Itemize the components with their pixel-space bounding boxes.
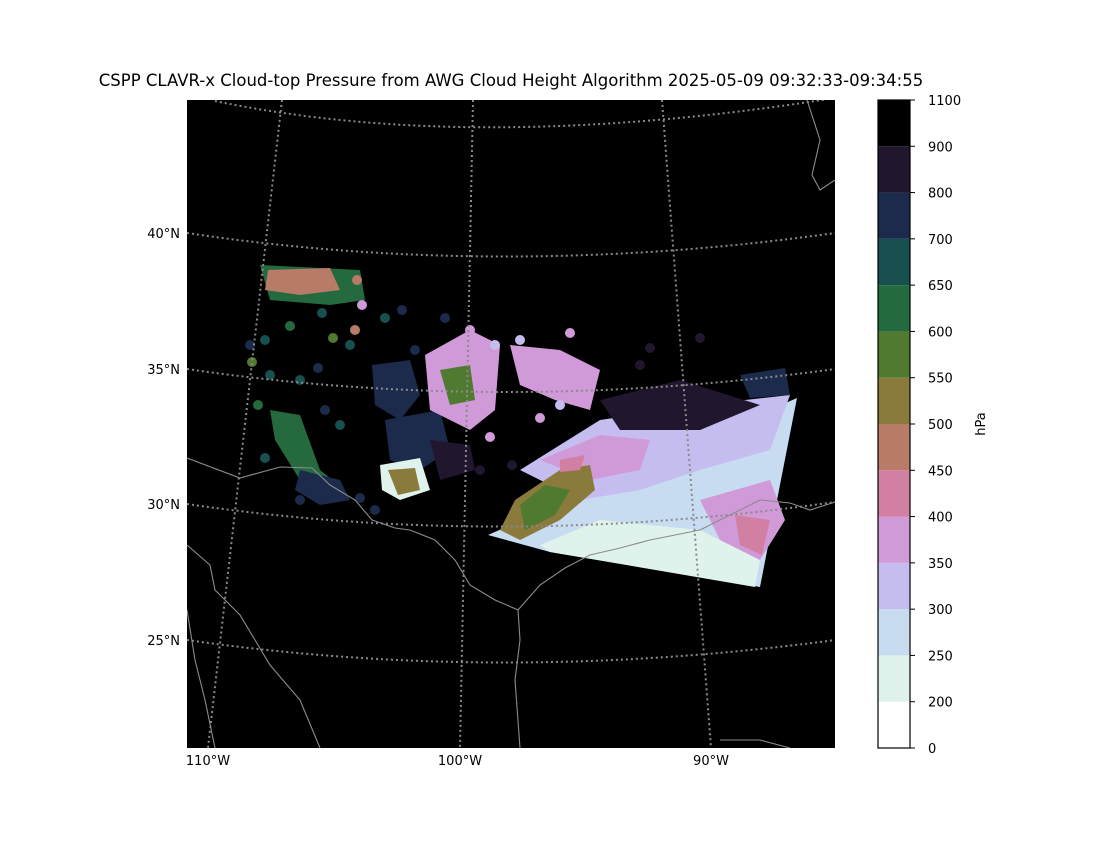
- lat-label: 40°N: [147, 227, 180, 242]
- colorbar-segment: [878, 146, 910, 193]
- cloud-dots: [245, 275, 705, 515]
- colorbar-tick-label: 300: [928, 603, 953, 618]
- cloud-dot: [295, 495, 305, 505]
- colorbar-segment: [878, 701, 910, 748]
- colorbar-segment: [878, 470, 910, 517]
- colorbar-tick-label: 900: [928, 140, 953, 155]
- cloud-dot: [380, 313, 390, 323]
- lat-label: 25°N: [147, 634, 180, 649]
- cloud-dot: [355, 493, 365, 503]
- cloud-dot: [320, 405, 330, 415]
- colorbar-label: hPa: [974, 412, 989, 435]
- cloud-dot: [370, 505, 380, 515]
- cloud-dot: [247, 357, 257, 367]
- colorbar-tick-label: 250: [928, 649, 953, 664]
- colorbar-segment: [878, 424, 910, 471]
- colorbar-segment: [878, 285, 910, 332]
- colorbar-tick-label: 0: [928, 742, 936, 757]
- colorbar-segment: [878, 377, 910, 424]
- colorbar-segment: [878, 655, 910, 702]
- coastlines: [187, 100, 835, 748]
- lon-label: 110°W: [186, 754, 230, 769]
- map-title: CSPP CLAVR-x Cloud-top Pressure from AWG…: [99, 71, 923, 90]
- cloud-dot: [260, 453, 270, 463]
- cloud-dot: [357, 300, 367, 310]
- graticule: [187, 100, 835, 748]
- cloud-dot: [335, 420, 345, 430]
- cloud-dot: [345, 340, 355, 350]
- cloud-dot: [465, 325, 475, 335]
- cloud-dot: [440, 313, 450, 323]
- colorbar-tick-label: 450: [928, 464, 953, 479]
- cloud-dot: [485, 432, 495, 442]
- cloud-dot: [260, 335, 270, 345]
- cloud-dot: [490, 340, 500, 350]
- cloud-dot: [328, 333, 338, 343]
- colorbar-tick-label: 600: [928, 325, 953, 340]
- colorbar: hPa 0 200 250 300 350 400 450 500 550 600 650 700 80…: [877, 94, 989, 757]
- lat-label: 30°N: [147, 498, 180, 513]
- colorbar-tick-label: 1100: [928, 94, 961, 109]
- colorbar-tick-label: 400: [928, 511, 953, 526]
- clouds: [260, 265, 797, 587]
- colorbar-segment: [878, 238, 910, 286]
- cloud-dot: [265, 370, 275, 380]
- lat-label: 35°N: [147, 363, 180, 378]
- cloud-dot: [245, 340, 255, 350]
- cloud-dot: [565, 328, 575, 338]
- cloud-dot: [645, 343, 655, 353]
- lon-label: 90°W: [693, 754, 729, 769]
- colorbar-tick-label: 800: [928, 187, 953, 202]
- cloud-dot: [695, 333, 705, 343]
- cloud-dot: [507, 460, 517, 470]
- colorbar-tick-label: 350: [928, 557, 953, 572]
- cloud-dot: [352, 275, 362, 285]
- colorbar-tick-label: 200: [928, 696, 953, 711]
- cloud-dot: [350, 325, 360, 335]
- cloud-dot: [410, 345, 420, 355]
- colorbar-segment: [878, 562, 910, 610]
- colorbar-tick-label: 700: [928, 233, 953, 248]
- cloud-dot: [515, 335, 525, 345]
- colorbar-segment: [878, 609, 910, 656]
- cloud-dot: [535, 413, 545, 423]
- cloud-dot: [475, 465, 485, 475]
- cloud-dot: [295, 375, 305, 385]
- colorbar-segment: [878, 192, 910, 239]
- map: [187, 100, 835, 748]
- cloud-dot: [635, 360, 645, 370]
- colorbar-tick-label: 550: [928, 372, 953, 387]
- lon-label: 100°W: [438, 754, 482, 769]
- colorbar-segment: [878, 331, 910, 378]
- cloud-dot: [317, 308, 327, 318]
- colorbar-tick-label: 650: [928, 279, 953, 294]
- colorbar-tick-label: 500: [928, 418, 953, 433]
- cloud-dot: [285, 321, 295, 331]
- cloud-dot: [253, 400, 263, 410]
- axis-labels: 40°N 35°N 30°N 25°N 110°W 100°W 90°W: [147, 227, 729, 769]
- colorbar-segment: [878, 516, 910, 563]
- colorbar-segment: [878, 100, 910, 147]
- cloud-dot: [397, 305, 407, 315]
- cloud-dot: [555, 400, 565, 410]
- cloud-dot: [313, 363, 323, 373]
